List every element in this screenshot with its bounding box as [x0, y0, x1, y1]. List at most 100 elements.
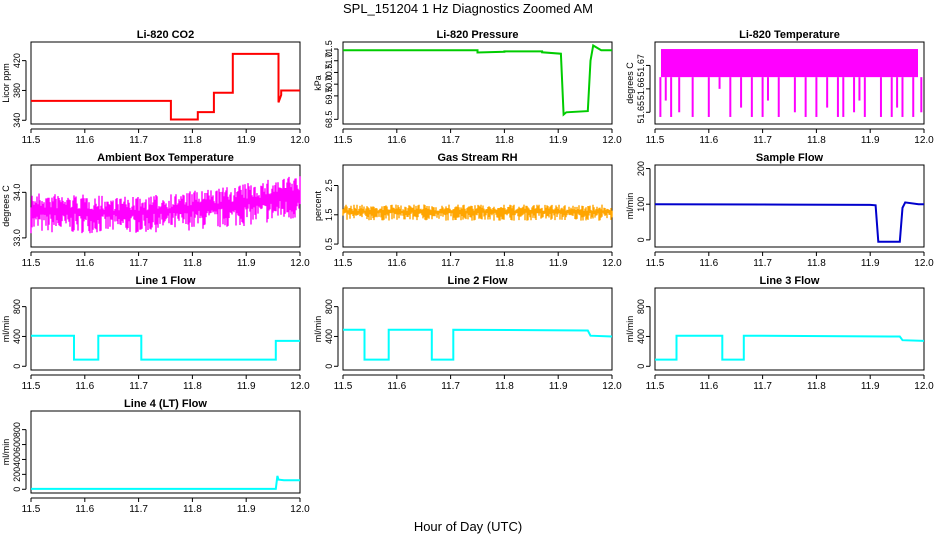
li820-co2-x-tick-label: 11.7: [129, 135, 148, 146]
panel-line-3-flow: Line 3 Flow ml/min 11.5 11.6 11.7 11.8 11.9 12.…: [625, 275, 934, 392]
line-2-flow-title: Line 2 Flow: [448, 275, 508, 287]
panel-gas-stream-rh: Gas Stream RH percent 11.5 11.6 11.7 11.8 11.9…: [313, 152, 622, 269]
line-4-lt-flow-frame: [30, 410, 301, 494]
line-4-lt-flow-x-tick-label: 11.9: [237, 504, 256, 515]
gas-stream-rh-x-tick-label: 11.6: [387, 258, 406, 269]
li820-pressure-series-line: [343, 43, 612, 117]
li820-temperature-x-tick-label: 11.8: [807, 135, 826, 146]
line-2-flow-x-tick-label: 12.0: [602, 381, 622, 392]
li820-temperature-frame: [654, 41, 925, 125]
li820-temperature-x-tick-label: 12.0: [914, 135, 934, 146]
li820-pressure-y-tick-label: 70.5: [324, 64, 334, 82]
li820-temperature-y-tick-label: 51.66: [636, 78, 646, 101]
li820-co2-y-tick-label: 420: [12, 53, 22, 68]
line-1-flow-x-tick-label: 11.5: [22, 381, 41, 392]
line-3-flow-x-tick-label: 11.7: [753, 381, 772, 392]
line-1-flow-y-tick-label: 400: [12, 329, 22, 344]
li820-co2-ylabel: Licor ppm: [1, 63, 11, 103]
line-2-flow-x-tick-label: 11.8: [495, 381, 514, 392]
gas-stream-rh-x-tick-label: 11.7: [441, 258, 460, 269]
li820-pressure-title: Li-820 Pressure: [437, 29, 519, 41]
line-3-flow-ylabel: ml/min: [625, 316, 635, 343]
sample-flow-x-tick-label: 11.6: [699, 258, 718, 269]
ambient-box-temperature-x-tick-label: 11.8: [183, 258, 202, 269]
gas-stream-rh-title: Gas Stream RH: [437, 152, 517, 164]
li820-co2-y-tick-label: 340: [12, 113, 22, 128]
ambient-box-temperature-x-tick-label: 11.9: [237, 258, 256, 269]
li820-pressure-y-tick-label: 71.0: [324, 52, 334, 70]
line-3-flow-title: Line 3 Flow: [760, 275, 820, 287]
panels-group: Li-820 CO2 Licor ppm 11.5 11.6 11.7 11.8 11.9 1…: [1, 29, 934, 515]
panel-ambient-box-temperature: Ambient Box Temperature degrees C 11.5 11.6…: [1, 152, 310, 269]
line-1-flow-y-tick-label: 0: [12, 364, 22, 369]
ambient-box-temperature-title: Ambient Box Temperature: [97, 152, 234, 164]
line-3-flow-x-tick-label: 12.0: [914, 381, 934, 392]
line-2-flow-x-tick-label: 11.6: [387, 381, 406, 392]
ambient-box-temperature-x-tick-label: 11.6: [75, 258, 94, 269]
line-2-flow-y-tick-label: 800: [324, 299, 334, 314]
li820-temperature-x-tick-label: 11.5: [646, 135, 665, 146]
li820-co2-y-tick-label: 380: [12, 83, 22, 98]
li820-temperature-series-band: [661, 49, 918, 78]
line-4-lt-flow-x-tick-label: 11.5: [22, 504, 41, 515]
ambient-box-temperature-x-tick-label: 12.0: [290, 258, 310, 269]
ambient-box-temperature-frame: [30, 164, 301, 248]
line-1-flow-series-line: [31, 334, 300, 361]
line-2-flow-series-line: [343, 328, 613, 361]
line-4-lt-flow-series-line: [31, 475, 300, 490]
line-3-flow-series-line: [655, 334, 925, 361]
li820-co2-x-tick-label: 11.8: [183, 135, 202, 146]
line-1-flow-x-tick-label: 11.9: [237, 381, 256, 392]
sample-flow-x-tick-label: 12.0: [914, 258, 934, 269]
line-1-flow-ylabel: ml/min: [1, 316, 11, 343]
line-2-flow-y-tick-label: 0: [324, 364, 334, 369]
li820-co2-frame: [30, 41, 301, 125]
gas-stream-rh-y-tick-label: 0.5: [324, 238, 334, 251]
line-2-flow-x-tick-label: 11.9: [549, 381, 568, 392]
gas-stream-rh-ylabel: percent: [313, 190, 323, 221]
sample-flow-frame: [654, 164, 925, 248]
panel-line-1-flow: Line 1 Flow ml/min 11.5 11.6 11.7 11.8 11.9 12.…: [1, 275, 310, 392]
figure-title: SPL_151204 1 Hz Diagnostics Zoomed AM: [343, 1, 593, 16]
sample-flow-y-tick-label: 100: [636, 197, 646, 212]
li820-pressure-ylabel: kPa: [313, 75, 323, 91]
ambient-box-temperature-ylabel: degrees C: [1, 185, 11, 227]
gas-stream-rh-x-tick-label: 12.0: [602, 258, 622, 269]
line-3-flow-y-tick-label: 800: [636, 299, 646, 314]
line-2-flow-y-tick-label: 400: [324, 329, 334, 344]
li820-pressure-x-tick-label: 12.0: [602, 135, 622, 146]
line-3-flow-y-tick-label: 0: [636, 364, 646, 369]
panel-li820-co2: Li-820 CO2 Licor ppm 11.5 11.6 11.7 11.8 11.9 1…: [1, 29, 310, 146]
line-3-flow-x-tick-label: 11.6: [699, 381, 718, 392]
line-4-lt-flow-y-tick-label: 200: [12, 467, 22, 482]
li820-pressure-y-tick-label: 68.5: [324, 111, 334, 129]
panel-li820-pressure: Li-820 Pressure kPa 11.5 11.6 11.7 11.8 11.9 12…: [313, 29, 622, 146]
panel-line-4-lt-flow: Line 4 (LT) Flow ml/min 11.5 11.6 11.7 11.8 11…: [1, 398, 310, 515]
li820-temperature-y-tick-label: 51.67: [636, 54, 646, 77]
panel-sample-flow: Sample Flow ml/min 11.5 11.6 11.7 11.8 11.9 12.…: [625, 152, 934, 269]
ambient-box-temperature-x-tick-label: 11.5: [22, 258, 41, 269]
ambient-box-temperature-y-tick-label: 33.0: [12, 229, 22, 247]
line-1-flow-title: Line 1 Flow: [136, 275, 196, 287]
line-1-flow-frame: [30, 287, 301, 371]
li820-pressure-x-tick-label: 11.5: [334, 135, 353, 146]
gas-stream-rh-x-tick-label: 11.5: [334, 258, 353, 269]
li820-pressure-x-tick-label: 11.8: [495, 135, 514, 146]
li820-co2-x-tick-label: 11.5: [22, 135, 41, 146]
line-1-flow-x-tick-label: 11.7: [129, 381, 148, 392]
li820-pressure-y-tick-label: 70.0: [324, 75, 334, 93]
line-4-lt-flow-title: Line 4 (LT) Flow: [124, 398, 207, 410]
line-3-flow-x-tick-label: 11.8: [807, 381, 826, 392]
sample-flow-x-tick-label: 11.5: [646, 258, 665, 269]
ambient-box-temperature-x-tick-label: 11.7: [129, 258, 148, 269]
li820-temperature-x-tick-label: 11.7: [753, 135, 772, 146]
line-4-lt-flow-x-tick-label: 12.0: [290, 504, 310, 515]
line-4-lt-flow-y-tick-label: 600: [12, 437, 22, 452]
sample-flow-ylabel: ml/min: [625, 193, 635, 220]
li820-temperature-ylabel: degrees C: [625, 62, 635, 104]
line-3-flow-y-tick-label: 400: [636, 329, 646, 344]
line-3-flow-x-tick-label: 11.5: [646, 381, 665, 392]
line-3-flow-frame: [654, 287, 925, 371]
li820-pressure-x-tick-label: 11.6: [387, 135, 406, 146]
